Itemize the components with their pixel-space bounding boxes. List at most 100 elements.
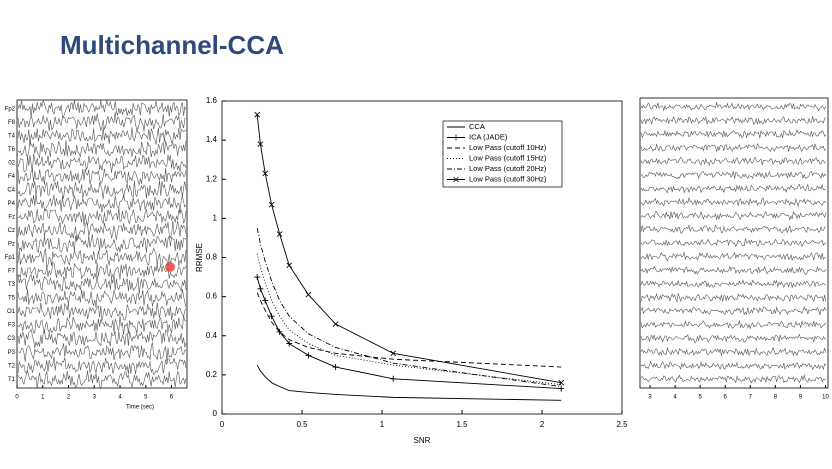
legend-marker (453, 176, 459, 183)
eeg-trace (17, 328, 187, 348)
eeg-trace (640, 183, 826, 194)
eeg-frame (16, 99, 188, 389)
eeg-trace (17, 234, 187, 254)
channel-label: Fp1 (5, 255, 16, 261)
eeg-trace (640, 156, 826, 167)
eeg-trace (640, 251, 826, 262)
x-tick-label: 3 (93, 395, 97, 401)
channel-label: C4 (7, 187, 15, 193)
x-tick-label: 1 (380, 420, 385, 429)
series-line (256, 364, 562, 401)
legend-label: ICA (JADE) (469, 132, 508, 141)
channel-label: F3 (8, 323, 16, 329)
x-tick-label: 8 (774, 395, 778, 401)
channel-label: T6 (8, 147, 16, 153)
channel-label: Pz (8, 242, 15, 248)
x-tick-label: 2.5 (616, 420, 628, 429)
legend-label: CCA (469, 122, 485, 131)
channel-label: P3 (8, 350, 16, 356)
point-marker (332, 364, 339, 371)
x-tick-label: 1.5 (456, 420, 468, 429)
eeg-trace (17, 153, 187, 173)
eeg-trace (640, 360, 827, 371)
point-marker (305, 291, 312, 298)
x-tick-label: 5 (144, 395, 148, 401)
x-tick-label: 3 (648, 395, 652, 401)
channel-label: T4 (8, 133, 16, 139)
y-tick-label: 0.6 (206, 292, 218, 301)
point-marker (276, 231, 283, 237)
x-tick-label: 0 (220, 420, 225, 429)
x-tick-label: 0 (15, 395, 19, 401)
point-marker (257, 285, 264, 292)
point-marker (268, 201, 275, 208)
y-tick-label: 1.6 (206, 96, 218, 105)
eeg-trace (17, 207, 187, 226)
eeg-trace (17, 99, 187, 118)
x-axis-label: Time (sec) (126, 405, 154, 411)
point-marker (286, 340, 293, 347)
eeg-trace (640, 265, 827, 276)
legend-label: Low Pass (cutoff 15Hz) (469, 153, 547, 162)
series-line (256, 114, 562, 384)
channel-label: T2 (8, 363, 16, 369)
point-marker (268, 313, 275, 320)
channel-label: P4 (8, 201, 16, 207)
eeg-trace (17, 180, 187, 200)
channel-label: Fz (8, 215, 15, 221)
eeg-trace (17, 302, 187, 321)
x-tick-label: 6 (170, 395, 174, 401)
channel-label: T3 (8, 282, 16, 288)
point-marker (254, 111, 261, 118)
eeg-trace (17, 127, 187, 146)
eeg-trace (17, 247, 187, 268)
x-tick-label: 1 (41, 395, 45, 401)
series-line (256, 276, 562, 390)
y-tick-label: 0 (213, 409, 218, 418)
channel-label: Fp2 (5, 106, 16, 112)
y-tick-label: 0.4 (206, 331, 218, 340)
point-marker (254, 274, 261, 281)
point-marker (390, 350, 397, 357)
eeg-trace (640, 101, 827, 112)
eeg-trace (640, 238, 827, 248)
eeg-trace (640, 333, 826, 344)
eeg-trace (640, 293, 827, 303)
x-tick-label: 6 (724, 395, 728, 401)
point-marker (262, 297, 269, 304)
eeg-trace (640, 374, 826, 384)
y-axis-label: RRMSE (195, 243, 204, 272)
x-tick-label: 4 (673, 395, 677, 401)
eeg-trace (640, 128, 827, 139)
eeg-trace (640, 346, 827, 357)
x-tick-label: 2 (540, 420, 545, 429)
series-line (256, 253, 562, 386)
eeg-trace (640, 279, 826, 289)
x-tick-label: 7 (749, 395, 753, 401)
x-tick-label: 0.5 (296, 420, 308, 429)
point-marker (257, 141, 264, 147)
eeg-frame (639, 97, 829, 389)
eeg-trace (640, 306, 827, 316)
channel-label: O1 (7, 309, 16, 315)
legend-box (442, 120, 563, 188)
marker-dot (165, 262, 175, 272)
channel-label: F4 (8, 174, 16, 180)
eeg-trace (17, 111, 187, 132)
point-marker (332, 321, 339, 327)
eeg-trace (17, 168, 187, 186)
series-line (256, 292, 562, 368)
series-line (256, 228, 562, 388)
channel-label: F7 (8, 269, 16, 275)
eeg-trace (640, 170, 827, 180)
eeg-trace (640, 196, 827, 208)
slide-title: Multichannel-CCA (60, 30, 284, 60)
eeg-trace (17, 262, 187, 280)
legend-label: Low Pass (cutoff 10Hz) (469, 143, 547, 152)
eeg-trace (640, 115, 827, 126)
x-axis-label: SNR (414, 436, 431, 445)
eeg-trace (17, 221, 187, 242)
point-marker (276, 328, 283, 335)
